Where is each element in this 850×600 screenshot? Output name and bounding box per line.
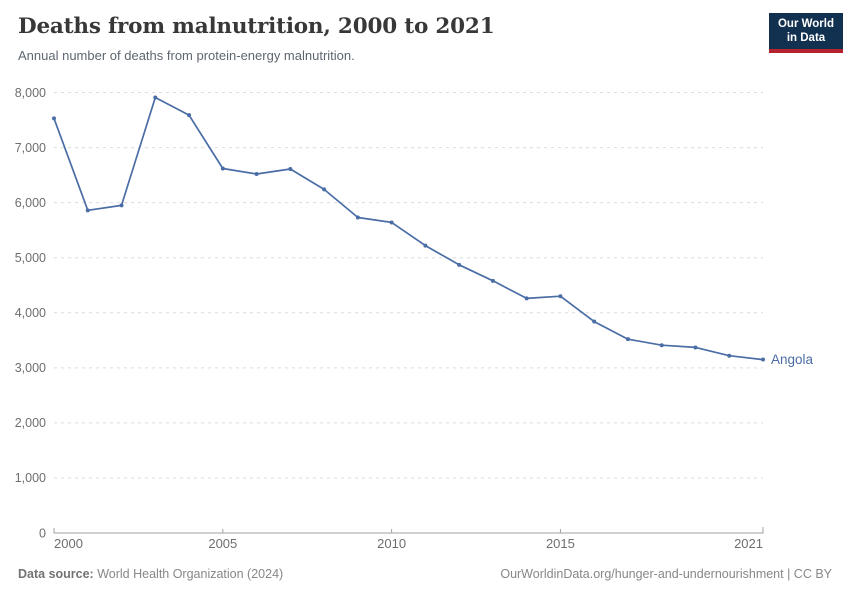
data-point	[52, 116, 56, 121]
data-point	[254, 171, 259, 176]
data-point	[288, 167, 293, 172]
data-point	[524, 296, 529, 301]
series-end-label: Angola	[771, 352, 814, 367]
data-point	[355, 215, 360, 220]
data-source: Data source: World Health Organization (…	[18, 567, 283, 581]
data-point	[761, 357, 765, 362]
data-point	[592, 319, 597, 324]
data-point	[490, 278, 495, 283]
data-source-label: Data source:	[18, 567, 94, 581]
attribution-link[interactable]: OurWorldinData.org/hunger-and-undernouri…	[500, 567, 832, 581]
y-tick-label: 8,000	[15, 86, 46, 100]
y-tick-label: 2,000	[15, 416, 46, 430]
data-point	[558, 294, 563, 299]
y-tick-label: 3,000	[15, 361, 46, 375]
y-tick-label: 6,000	[15, 196, 46, 210]
owid-logo-line1: Our World	[777, 18, 834, 30]
x-tick-label: 2015	[546, 536, 575, 551]
x-tick-label: 2021	[734, 536, 763, 551]
chart-title: Deaths from malnutrition, 2000 to 2021	[18, 14, 495, 39]
x-tick-label: 2005	[208, 536, 237, 551]
data-point	[187, 113, 192, 118]
data-point	[457, 262, 462, 267]
data-point	[119, 203, 124, 208]
chart-subtitle: Annual number of deaths from protein-ene…	[18, 48, 355, 63]
x-tick-label: 2000	[54, 536, 83, 551]
chart-header: Deaths from malnutrition, 2000 to 2021 A…	[18, 14, 740, 63]
data-point	[693, 345, 698, 350]
data-point	[85, 208, 90, 213]
x-tick-label: 2010	[377, 536, 406, 551]
chart-footer: Data source: World Health Organization (…	[18, 567, 832, 581]
data-point	[322, 187, 327, 192]
owid-logo-line2: in Data	[786, 31, 826, 44]
y-tick-label: 0	[39, 526, 46, 540]
x-axis-line	[53, 527, 764, 534]
owid-logo: Our World in Data	[769, 13, 843, 53]
data-line	[53, 96, 764, 361]
data-point	[220, 166, 225, 171]
data-point	[389, 220, 394, 225]
data-point	[727, 353, 732, 358]
y-tick-label: 5,000	[15, 251, 46, 265]
y-tick-label: 7,000	[15, 141, 46, 155]
data-point	[153, 95, 158, 100]
y-tick-label: 4,000	[15, 306, 46, 320]
data-point	[423, 243, 428, 248]
data-source-value: World Health Organization (2024)	[97, 567, 284, 581]
y-tick-label: 1,000	[15, 471, 46, 485]
data-point	[625, 337, 630, 342]
data-point	[659, 343, 664, 348]
